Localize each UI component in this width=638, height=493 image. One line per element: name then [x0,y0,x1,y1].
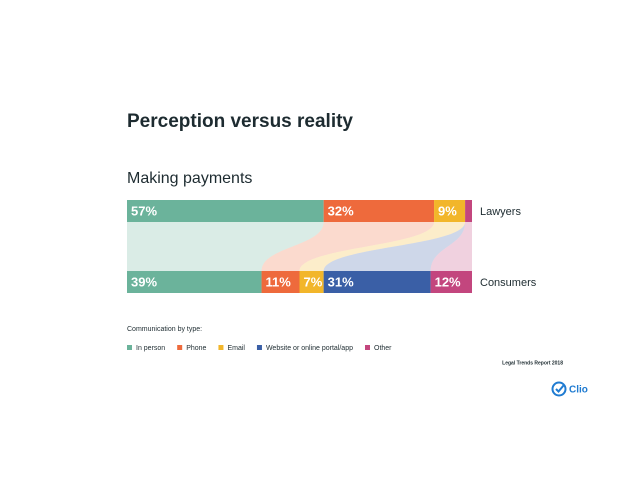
value-label: 9% [438,203,457,218]
value-label: 31% [328,274,354,289]
flow-band [127,222,324,271]
logo-text: Clio [569,385,588,396]
legend-label: Phone [186,345,206,352]
logo: Clio [551,381,588,397]
bar-segment [127,271,262,293]
value-label: 57% [131,203,157,218]
bar-segment [127,200,324,222]
legend-swatch [365,345,370,350]
bar-segment [323,200,435,222]
bar-segment [323,271,431,293]
flow-band [430,222,472,271]
flow-band [323,222,466,271]
bar-segment [299,271,324,293]
legend-swatch [127,345,132,350]
legend-label: Website or online portal/app [266,345,353,352]
legend-title: Communication by type: [127,326,202,333]
value-label: 32% [328,203,354,218]
legend-swatch [256,345,262,350]
bar-segment [430,271,472,293]
legend-label: Email [227,345,245,352]
source: Legal Trends Report 2018 [502,360,563,366]
legend-label: In person [136,345,165,352]
legend-swatch [177,345,183,350]
bar-segment [465,200,472,222]
bar-segment [261,271,300,293]
value-label: 12% [435,274,461,289]
chart-subtitle: Making payments [127,170,252,187]
flow-band [261,222,435,271]
value-label: 11% [266,274,292,289]
value-label: 39% [131,274,157,289]
legend-label: Other [374,345,392,352]
chart-title: Perception versus reality [127,111,353,132]
row-label: Consumers [480,277,537,289]
flow-band [299,222,466,271]
bar-segment [434,200,466,222]
legend-swatch [218,345,224,350]
logo-icon [551,381,567,397]
logo-check [555,384,565,393]
row-label: Lawyers [480,206,521,218]
value-label: 7% [304,274,323,289]
